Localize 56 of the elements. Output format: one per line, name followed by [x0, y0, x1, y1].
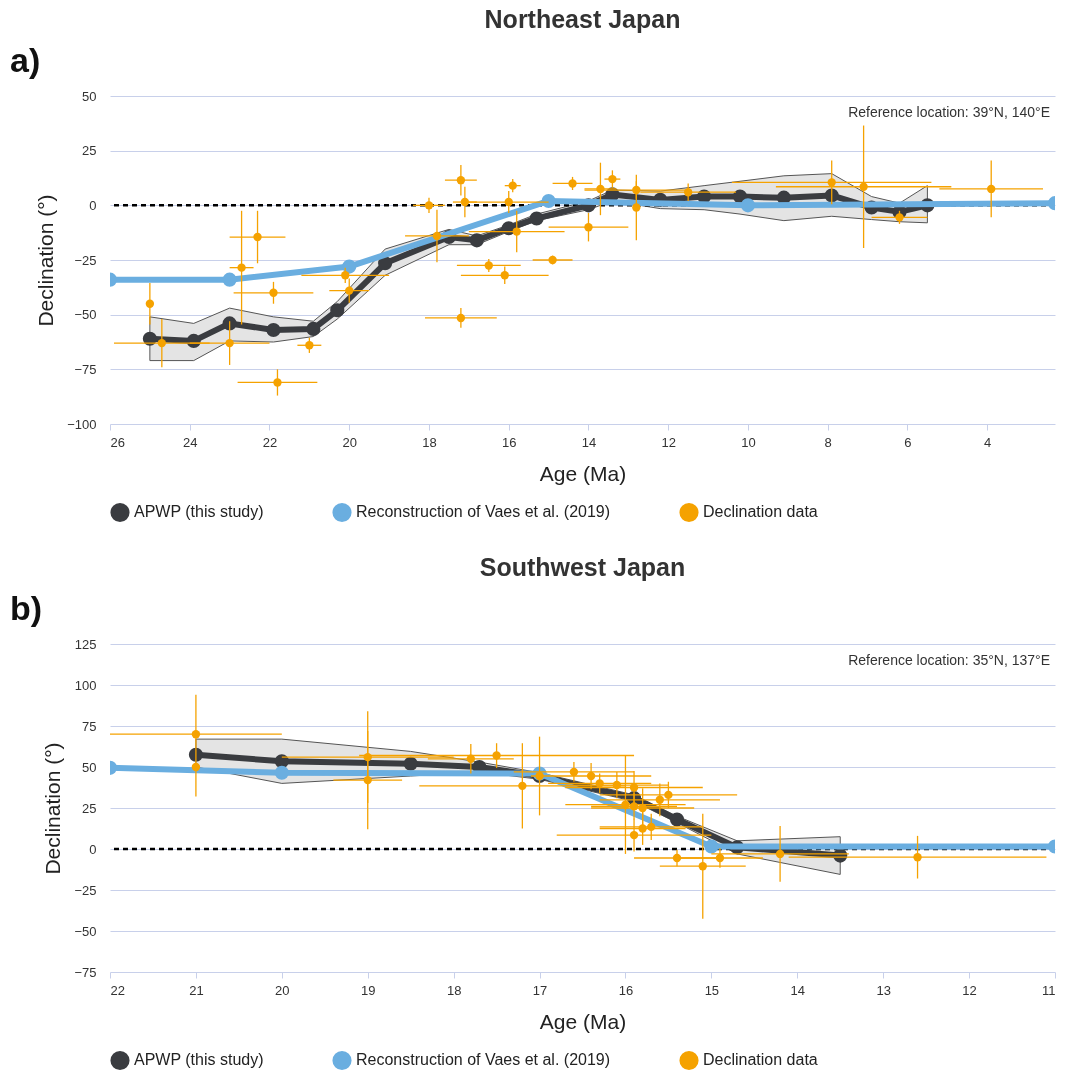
legend-label: APWP (this study)	[134, 1051, 264, 1069]
y-tick-label: 0	[89, 841, 97, 857]
x-tick-label: 12	[661, 434, 676, 450]
y-tick-label: −50	[74, 307, 97, 323]
y-tick-label: −75	[74, 964, 97, 980]
y-axis-title: Declination (°)	[41, 742, 65, 875]
x-tick-label: 26	[110, 434, 125, 450]
x-tick-label: 22	[262, 434, 278, 450]
y-tick-label: −25	[74, 252, 97, 268]
text: a)	[10, 41, 41, 79]
x-tick-label: 11	[1042, 982, 1056, 998]
x-tick-label: 6	[904, 434, 912, 450]
x-tick-label: 21	[189, 982, 204, 998]
x-tick-label: 16	[618, 982, 634, 998]
x-tick-label: 13	[876, 982, 891, 998]
x-axis-title: Age (Ma)	[539, 461, 627, 485]
x-tick-label: 12	[962, 982, 977, 998]
x-tick-label: 20	[342, 434, 357, 450]
y-tick-label: −25	[74, 882, 97, 898]
x-tick-label: 17	[532, 982, 548, 998]
x-tick-label: 19	[360, 982, 376, 998]
x-tick-label: 22	[110, 982, 125, 998]
y-tick-label: −50	[74, 923, 97, 939]
x-tick-label: 8	[824, 434, 832, 450]
x-tick-label: 4	[984, 434, 992, 450]
y-tick-label: 125	[74, 636, 97, 652]
legend-label: Declination data	[703, 503, 818, 521]
legend-label: APWP (this study)	[134, 503, 264, 521]
x-axis-title: Age (Ma)	[539, 1009, 627, 1033]
x-tick-label: 18	[422, 434, 437, 450]
y-tick-label: 50	[82, 759, 97, 775]
y-tick-label: 100	[74, 677, 97, 693]
y-tick-label: −100	[67, 416, 97, 432]
y-tick-label: −75	[74, 361, 97, 377]
y-tick-label: 25	[82, 800, 97, 816]
y-axis-title: Declination (°)	[34, 194, 58, 327]
legend-label: Reconstruction of Vaes et al. (2019)	[356, 1051, 611, 1069]
x-tick-label: 15	[704, 982, 720, 998]
x-tick-label: 10	[741, 434, 756, 450]
x-tick-label: 14	[581, 434, 597, 450]
chart-title: Northeast Japan	[484, 5, 681, 33]
legend-label: Reconstruction of Vaes et al. (2019)	[356, 503, 611, 521]
chart-title: Southwest Japan	[479, 553, 686, 581]
legend-label: Declination data	[703, 1051, 818, 1069]
x-tick-label: 16	[502, 434, 517, 450]
x-tick-label: 14	[790, 982, 806, 998]
annotation: Reference location: 35°N, 137°E	[848, 652, 1050, 668]
x-tick-label: 18	[446, 982, 462, 998]
text: b)	[10, 589, 43, 627]
y-tick-label: 0	[89, 197, 97, 213]
x-tick-label: 24	[183, 434, 198, 450]
y-tick-label: 25	[82, 143, 97, 159]
x-tick-label: 20	[275, 982, 290, 998]
annotation: Reference location: 39°N, 140°E	[848, 104, 1050, 120]
y-tick-label: 75	[82, 718, 97, 734]
y-tick-label: 50	[82, 88, 97, 104]
